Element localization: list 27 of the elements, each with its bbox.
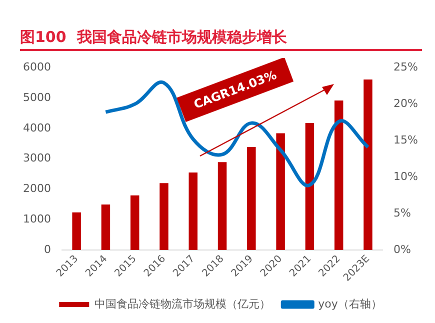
bar xyxy=(72,212,81,250)
bar xyxy=(130,195,140,250)
y-tick-label: 3000 xyxy=(22,152,51,165)
chart-title: 图100 我国食品冷链市场规模稳步增长 xyxy=(20,28,422,51)
y-tick-label: 4000 xyxy=(22,121,51,134)
y-tick-label: 2000 xyxy=(22,182,51,196)
bar xyxy=(305,122,314,250)
y-tick-label: 0 xyxy=(44,242,51,256)
bar xyxy=(160,183,168,250)
bar xyxy=(188,172,198,250)
y2-tick-label: 0% xyxy=(394,242,412,256)
y2-tick-label: 5% xyxy=(394,206,412,220)
y2-tick-label: 10% xyxy=(394,170,418,183)
bar xyxy=(364,79,372,250)
bar xyxy=(334,100,344,250)
bar xyxy=(276,133,285,250)
bar xyxy=(247,146,256,250)
bar xyxy=(218,162,227,250)
y2-tick-label: 20% xyxy=(394,96,418,110)
legend-label: yoy（右轴） xyxy=(318,297,382,310)
y2-tick-label: 15% xyxy=(394,133,418,146)
y-tick-label: 6000 xyxy=(22,60,51,74)
y2-tick-label: 25% xyxy=(394,60,418,74)
bar xyxy=(101,204,110,250)
legend-label: 中国食品冷链物流市场规模（亿元） xyxy=(94,297,271,310)
y-tick-label: 1000 xyxy=(22,212,51,226)
y-tick-label: 5000 xyxy=(22,90,51,104)
